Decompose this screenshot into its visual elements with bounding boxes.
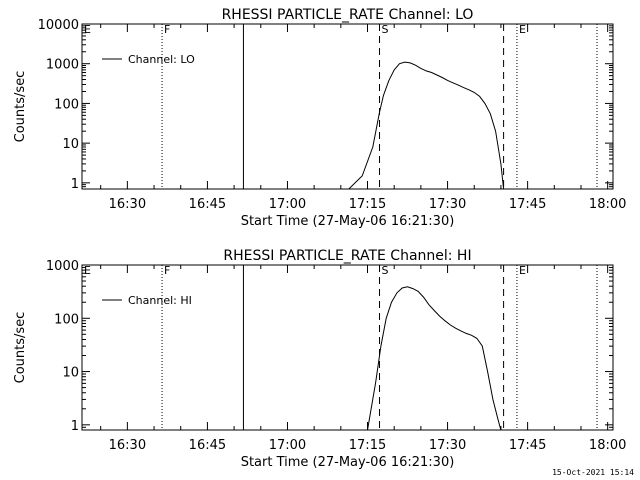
y-tick-label: 1 bbox=[71, 419, 79, 434]
chart-panel-2: RHESSI PARTICLE_RATE Channel: HI Start Ti… bbox=[13, 248, 626, 470]
y-tick-label: 10000 bbox=[38, 18, 79, 33]
event-marker-label: S bbox=[382, 264, 389, 277]
x-tick-label: 16:45 bbox=[189, 197, 226, 212]
x-tick-label: 17:15 bbox=[349, 438, 386, 453]
y-tick-label: 1 bbox=[71, 177, 79, 192]
legend-label: Channel: HI bbox=[128, 294, 192, 307]
timestamp-footer: 15-Oct-2021 15:14 bbox=[552, 468, 634, 477]
x-tick-label: 17:00 bbox=[269, 438, 306, 453]
x-tick-label: 16:45 bbox=[189, 438, 226, 453]
chart-title: RHESSI PARTICLE_RATE Channel: LO bbox=[222, 7, 474, 23]
x-tick-label: 16:30 bbox=[109, 438, 146, 453]
y-tick-label: 1000 bbox=[46, 58, 79, 73]
x-tick-label: 17:45 bbox=[509, 438, 546, 453]
y-axis-label: Counts/sec bbox=[13, 71, 28, 143]
event-marker-label: F bbox=[164, 264, 170, 277]
y-tick-label: 1000 bbox=[46, 259, 79, 274]
y-tick-label: 10 bbox=[62, 137, 79, 152]
event-marker-label: F bbox=[164, 23, 170, 36]
event-marker-label: E bbox=[84, 23, 91, 36]
y-tick-label: 100 bbox=[54, 97, 79, 112]
event-marker-label: E bbox=[519, 23, 526, 36]
plot-frame bbox=[81, 23, 614, 190]
legend-label: Channel: LO bbox=[128, 53, 195, 66]
series-line bbox=[367, 286, 502, 431]
series-line bbox=[348, 61, 505, 190]
y-tick-label: 10 bbox=[62, 366, 79, 381]
x-tick-label: 17:15 bbox=[349, 197, 386, 212]
chart-title: RHESSI PARTICLE_RATE Channel: HI bbox=[223, 248, 471, 264]
event-marker-label: S bbox=[382, 23, 389, 36]
x-axis-label: Start Time (27-May-06 16:21:30) bbox=[241, 455, 455, 470]
chart-panel-1: RHESSI PARTICLE_RATE Channel: LO Start Ti… bbox=[13, 7, 626, 229]
plot-frame bbox=[81, 264, 614, 431]
event-marker-label: E bbox=[519, 264, 526, 277]
x-tick-label: 17:00 bbox=[269, 197, 306, 212]
y-axis-label: Counts/sec bbox=[13, 312, 28, 384]
x-tick-label: 17:30 bbox=[429, 197, 466, 212]
x-tick-label: 18:00 bbox=[589, 438, 626, 453]
x-tick-label: 17:45 bbox=[509, 197, 546, 212]
x-axis-label: Start Time (27-May-06 16:21:30) bbox=[241, 214, 455, 229]
x-tick-label: 17:30 bbox=[429, 438, 466, 453]
event-marker-label: E bbox=[84, 264, 91, 277]
x-tick-label: 16:30 bbox=[109, 197, 146, 212]
y-tick-label: 100 bbox=[54, 312, 79, 327]
x-tick-label: 18:00 bbox=[589, 197, 626, 212]
